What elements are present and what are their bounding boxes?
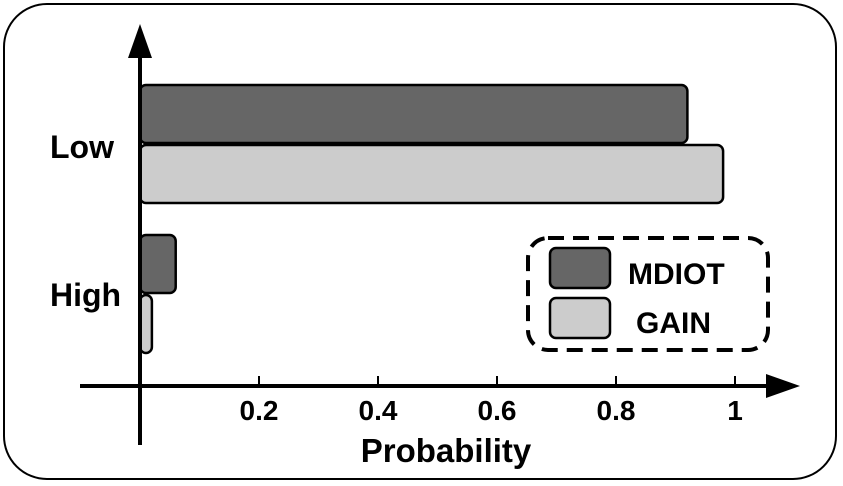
y-axis-arrow [128, 24, 152, 58]
x-tick-label: 0.4 [359, 395, 398, 426]
bar-mdiot-low [138, 83, 689, 145]
ticks-layer: 0.2 0.4 0.6 0.8 1 [240, 376, 743, 426]
bar-gain-low [138, 143, 725, 205]
category-label-low: Low [50, 129, 114, 165]
x-tick-label: 1 [727, 395, 743, 426]
x-axis-arrow [766, 374, 800, 398]
category-label-high: High [50, 277, 121, 313]
x-tick-label: 0.2 [240, 395, 279, 426]
legend-label-mdiot: MDIOT [628, 258, 725, 291]
legend-label-gain: GAIN [636, 307, 711, 340]
bar-mdiot-high [138, 233, 177, 295]
x-tick-label: 0.6 [478, 395, 517, 426]
x-tick-label: 0.8 [597, 395, 636, 426]
bars-layer [138, 83, 725, 355]
legend: MDIOT GAIN [526, 236, 770, 352]
x-axis-title: Probability [361, 432, 532, 469]
legend-swatch-gain [548, 296, 612, 340]
category-labels: Low High [50, 129, 121, 313]
legend-swatch-mdiot [548, 246, 612, 290]
